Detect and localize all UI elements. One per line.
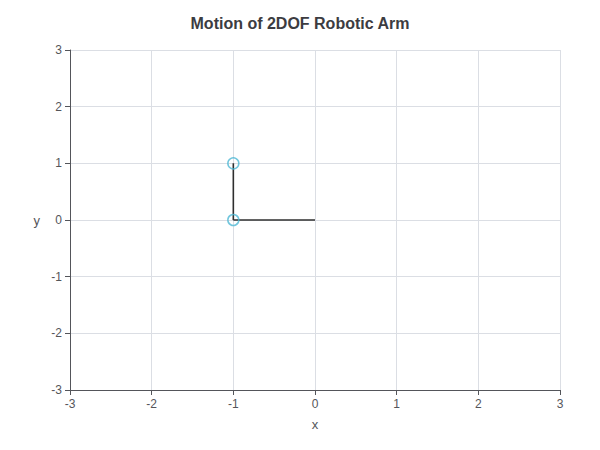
svg-text:-3: -3 xyxy=(51,383,62,397)
svg-text:Motion of 2DOF Robotic Arm: Motion of 2DOF Robotic Arm xyxy=(191,15,410,32)
svg-text:2: 2 xyxy=(55,100,62,114)
svg-text:-1: -1 xyxy=(228,397,239,411)
svg-text:-1: -1 xyxy=(51,270,62,284)
svg-text:3: 3 xyxy=(557,397,564,411)
svg-text:1: 1 xyxy=(393,397,400,411)
svg-text:x: x xyxy=(312,417,319,432)
svg-text:2: 2 xyxy=(475,397,482,411)
svg-text:0: 0 xyxy=(312,397,319,411)
svg-text:-2: -2 xyxy=(51,326,62,340)
svg-text:0: 0 xyxy=(55,213,62,227)
svg-text:-2: -2 xyxy=(146,397,157,411)
svg-text:1: 1 xyxy=(55,156,62,170)
svg-text:3: 3 xyxy=(55,43,62,57)
svg-text:-3: -3 xyxy=(65,397,76,411)
svg-text:y: y xyxy=(34,213,41,228)
